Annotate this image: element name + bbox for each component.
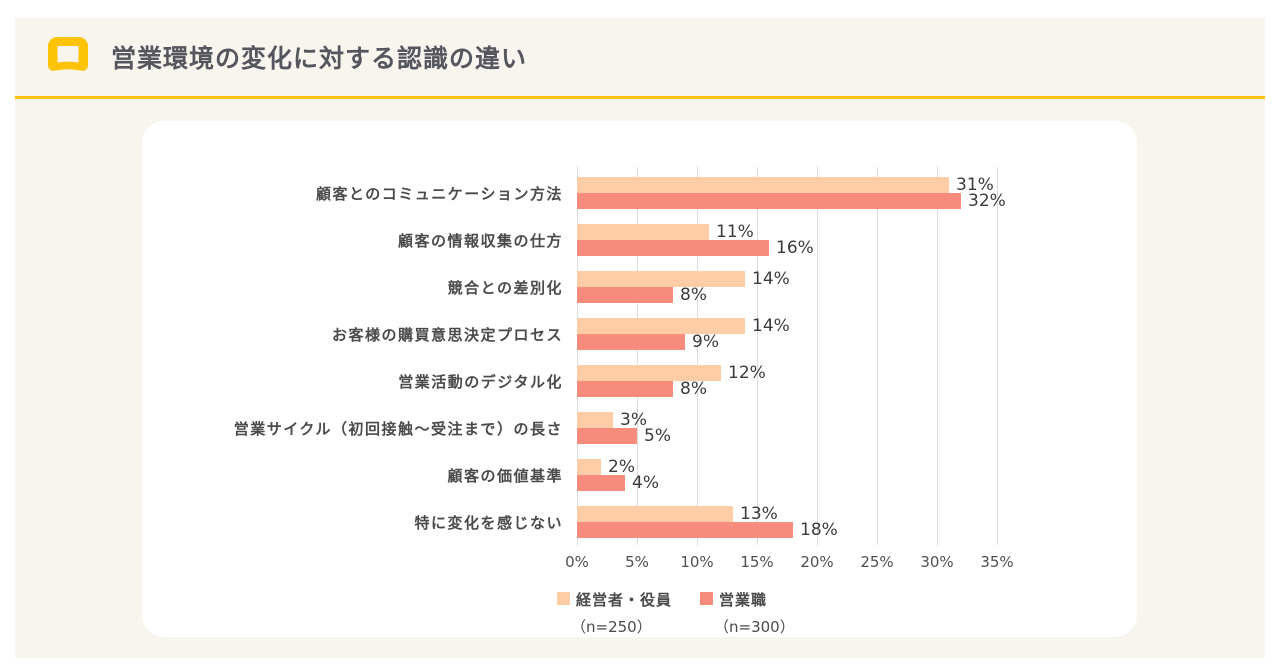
page-title: 営業環境の変化に対する認識の違い	[111, 44, 528, 73]
legend-sample-size: （n=300）	[714, 618, 795, 636]
gridline	[877, 167, 878, 545]
x-axis-tick: 0%	[565, 553, 589, 571]
x-axis-tick: 20%	[800, 553, 834, 571]
x-axis-tick: 25%	[860, 553, 894, 571]
x-axis-tick: 10%	[680, 553, 714, 571]
bar-sales	[577, 475, 625, 491]
value-label: 32%	[968, 191, 1006, 211]
bar-sales	[577, 193, 961, 209]
content-panel: 営業環境の変化に対する認識の違い 顧客とのコミュニケーション方法 31% 32% 顧客…	[15, 18, 1265, 658]
x-axis-tick: 30%	[920, 553, 954, 571]
legend-swatch	[557, 592, 570, 605]
category-label: 営業活動のデジタル化	[398, 373, 563, 391]
value-label: 14%	[752, 269, 790, 289]
gridline	[817, 167, 818, 545]
open-book-icon	[48, 37, 88, 71]
gridline	[697, 167, 698, 545]
category-label: 競合との差別化	[447, 279, 563, 297]
category-label: 顧客の価値基準	[447, 467, 563, 485]
legend-label: 営業職	[719, 591, 768, 609]
legend-swatch	[700, 592, 713, 605]
bar-sales	[577, 381, 673, 397]
category-label: 営業サイクル（初回接触～受注まで）の長さ	[233, 420, 563, 438]
value-label: 5%	[644, 426, 671, 446]
value-label: 31%	[956, 175, 994, 195]
x-axis-tick: 15%	[740, 553, 774, 571]
bar-sales	[577, 240, 769, 256]
bar-executives	[577, 459, 601, 475]
value-label: 2%	[608, 457, 635, 477]
slide-header: 営業環境の変化に対する認識の違い	[15, 18, 1265, 99]
bar-executives	[577, 271, 745, 287]
value-label: 9%	[692, 332, 719, 352]
category-label: 特に変化を感じない	[414, 514, 563, 532]
value-label: 4%	[632, 473, 659, 493]
grouped-bar-chart: 顧客とのコミュニケーション方法 31% 32% 顧客の情報収集の仕方 11% 16% 競合と…	[142, 121, 1137, 637]
gridline	[997, 167, 998, 545]
gridline	[937, 167, 938, 545]
bar-executives	[577, 318, 745, 334]
bar-sales	[577, 522, 793, 538]
bar-executives	[577, 365, 721, 381]
category-label: 顧客の情報収集の仕方	[397, 232, 563, 250]
value-label: 14%	[752, 316, 790, 336]
bar-executives	[577, 412, 613, 428]
bar-executives	[577, 177, 949, 193]
value-label: 8%	[680, 285, 707, 305]
gridline	[577, 167, 578, 545]
value-label: 18%	[800, 520, 838, 540]
gridline	[757, 167, 758, 545]
bar-sales	[577, 428, 637, 444]
category-label: 顧客とのコミュニケーション方法	[315, 185, 563, 203]
value-label: 12%	[728, 363, 766, 383]
gridline	[637, 167, 638, 545]
x-axis-tick: 5%	[625, 553, 649, 571]
value-label: 16%	[776, 238, 814, 258]
bar-sales	[577, 287, 673, 303]
value-label: 3%	[620, 410, 647, 430]
legend-label: 経営者・役員	[576, 591, 673, 609]
legend-sample-size: （n=250）	[571, 618, 652, 636]
bar-sales	[577, 334, 685, 350]
value-label: 8%	[680, 379, 707, 399]
category-label: お客様の購買意思決定プロセス	[331, 326, 563, 344]
chart-card: 顧客とのコミュニケーション方法 31% 32% 顧客の情報収集の仕方 11% 16% 競合と…	[142, 121, 1137, 637]
x-axis-tick: 35%	[980, 553, 1014, 571]
bar-executives	[577, 506, 733, 522]
value-label: 11%	[716, 222, 754, 242]
bar-executives	[577, 224, 709, 240]
value-label: 13%	[740, 504, 778, 524]
